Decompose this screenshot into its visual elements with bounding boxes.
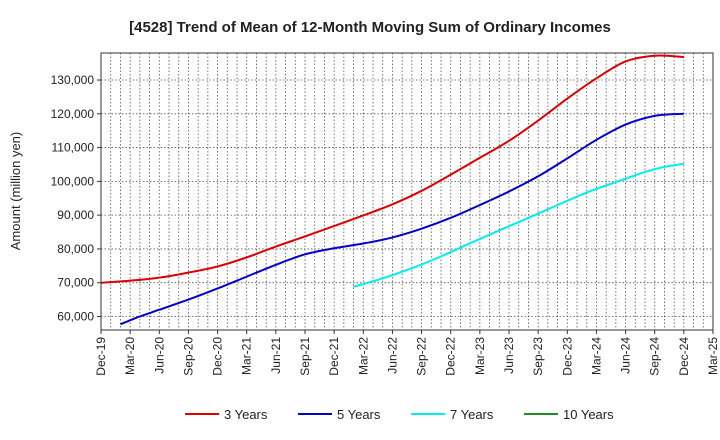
series-lines xyxy=(100,54,685,326)
x-tick-label: Dec-20 xyxy=(211,337,225,376)
x-axis-ticks: Dec-19 Mar-20 Jun-20 Sep-20 Dec-20 Mar-21 Jun-… xyxy=(94,330,720,376)
gridlines xyxy=(101,53,713,330)
y-tick-label: 110,000 xyxy=(52,141,95,155)
legend-label-10-years: 10 Years xyxy=(563,407,614,422)
x-tick-label: Sep-20 xyxy=(181,337,195,376)
x-tick-label: Mar-20 xyxy=(123,337,137,375)
legend-label-5-years: 5 Years xyxy=(337,407,381,422)
x-tick-label: Sep-23 xyxy=(531,337,545,376)
series-line-3-years xyxy=(100,54,684,284)
x-tick-label: Mar-23 xyxy=(473,337,487,375)
x-tick-label: Dec-23 xyxy=(560,337,574,376)
x-tick-label: Jun-24 xyxy=(619,337,633,374)
y-tick-label: 90,000 xyxy=(57,208,94,222)
x-tick-label: Dec-19 xyxy=(94,337,108,376)
y-tick-label: 130,000 xyxy=(51,73,95,87)
legend-label-7-years: 7 Years xyxy=(450,407,494,422)
x-tick-label: Dec-21 xyxy=(327,337,341,376)
x-tick-label: Jun-20 xyxy=(152,337,166,374)
x-tick-label: Mar-21 xyxy=(240,337,254,375)
x-tick-label: Sep-22 xyxy=(415,337,429,376)
y-tick-label: 120,000 xyxy=(51,107,95,121)
y-axis-ticks: 60,000 70,000 80,000 90,000 100,000 110,000 12… xyxy=(51,73,101,323)
x-tick-label: Sep-24 xyxy=(648,337,662,376)
legend-label-3-years: 3 Years xyxy=(224,407,268,422)
x-tick-label: Jun-22 xyxy=(385,337,399,374)
y-tick-label: 60,000 xyxy=(57,309,94,323)
x-tick-label: Dec-22 xyxy=(444,337,458,376)
y-tick-label: 80,000 xyxy=(57,242,94,256)
x-tick-label: Mar-22 xyxy=(356,337,370,375)
series-line-7-years xyxy=(353,162,685,288)
x-tick-label: Sep-21 xyxy=(298,337,312,376)
y-axis-label: Amount (million yen) xyxy=(8,132,23,251)
chart-title: [4528] Trend of Mean of 12-Month Moving … xyxy=(129,19,611,36)
x-tick-label: Jun-21 xyxy=(269,337,283,374)
plot-area-frame xyxy=(100,52,714,331)
x-tick-label: Mar-24 xyxy=(589,337,603,375)
x-tick-label: Mar-25 xyxy=(706,337,720,375)
y-tick-label: 70,000 xyxy=(57,276,94,290)
x-tick-label: Jun-23 xyxy=(502,337,516,374)
y-tick-label: 100,000 xyxy=(51,174,95,188)
legend: 3 Years 5 Years 7 Years 10 Years xyxy=(185,407,614,422)
x-tick-label: Dec-24 xyxy=(677,337,691,376)
series-line-5-years xyxy=(120,112,684,326)
